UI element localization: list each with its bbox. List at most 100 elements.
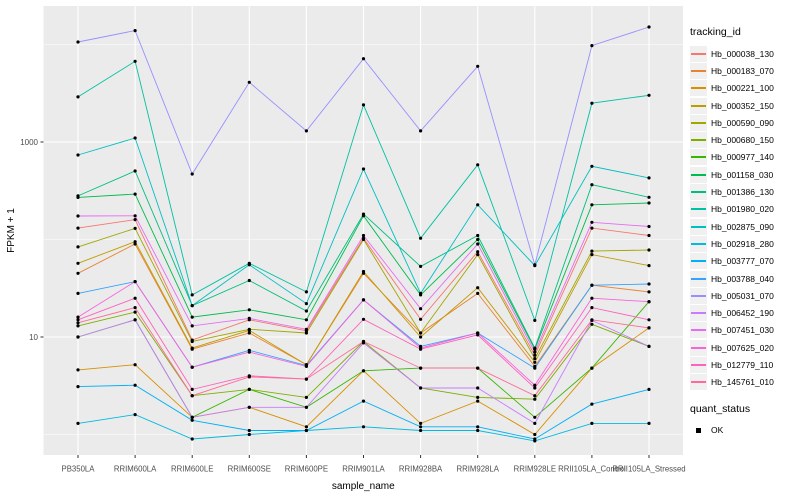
legend-label: Hb_001386_130 bbox=[711, 187, 774, 198]
data-point bbox=[476, 233, 480, 238]
legend-label: Hb_000680_150 bbox=[711, 135, 774, 146]
legend-label: Hb_003777_070 bbox=[711, 256, 774, 267]
data-point bbox=[76, 321, 80, 325]
legend-label: Hb_000038_130 bbox=[711, 48, 774, 59]
legend-label-ok: OK bbox=[711, 424, 724, 435]
data-point bbox=[419, 317, 423, 321]
x-tick-label: RRIM600SE bbox=[228, 465, 271, 474]
data-point bbox=[76, 324, 80, 328]
data-point bbox=[247, 308, 251, 312]
legend-label: Hb_000221_100 bbox=[711, 83, 774, 94]
data-point bbox=[247, 350, 251, 354]
data-point bbox=[476, 253, 480, 257]
data-point bbox=[247, 263, 251, 267]
data-point bbox=[533, 397, 537, 401]
data-point bbox=[190, 172, 194, 176]
data-point bbox=[304, 331, 308, 335]
data-point bbox=[476, 237, 480, 242]
legend-item-Hb_005031_070: Hb_005031_070 bbox=[690, 287, 798, 304]
data-point bbox=[419, 335, 423, 339]
data-point bbox=[133, 242, 137, 246]
line-swatch-icon bbox=[690, 339, 707, 356]
chart-svg: 1000 10 PB350LA RRIM600LA RRIM600LE RRIM600SE… bbox=[6, 6, 686, 492]
y-tick-label: 10 bbox=[29, 333, 38, 342]
data-point bbox=[533, 383, 537, 387]
data-point bbox=[247, 432, 251, 437]
data-point bbox=[590, 306, 594, 310]
data-point bbox=[476, 291, 480, 295]
data-point bbox=[247, 327, 251, 331]
data-point bbox=[533, 360, 537, 364]
data-point bbox=[419, 425, 423, 429]
legend-label: Hb_000183_070 bbox=[711, 65, 774, 76]
legend-item-Hb_000680_150: Hb_000680_150 bbox=[690, 131, 798, 149]
line-swatch-icon bbox=[690, 201, 707, 218]
legend-label: Hb_005031_070 bbox=[711, 290, 774, 301]
data-point bbox=[190, 415, 194, 419]
data-point bbox=[647, 344, 651, 348]
data-point bbox=[76, 95, 80, 99]
data-point bbox=[247, 316, 251, 320]
line-swatch-icon bbox=[690, 114, 707, 131]
data-point bbox=[190, 324, 194, 328]
data-point bbox=[533, 386, 537, 390]
data-point bbox=[419, 366, 423, 370]
data-point bbox=[590, 318, 594, 322]
line-swatch-icon bbox=[690, 253, 707, 270]
data-point bbox=[304, 318, 308, 322]
data-point bbox=[133, 296, 137, 300]
data-point bbox=[590, 220, 594, 224]
data-point bbox=[590, 253, 594, 257]
data-point bbox=[533, 366, 537, 370]
data-point bbox=[590, 44, 594, 48]
legend-label: Hb_145761_010 bbox=[711, 377, 774, 388]
data-point bbox=[647, 290, 651, 294]
data-point bbox=[247, 387, 251, 391]
data-point bbox=[476, 250, 480, 254]
legend-item-Hb_000038_130: Hb_000038_130 bbox=[690, 45, 798, 62]
data-point bbox=[533, 432, 537, 437]
legend-item-Hb_001386_130: Hb_001386_130 bbox=[690, 183, 798, 201]
data-point bbox=[533, 263, 537, 267]
legend-item-Hb_000977_140: Hb_000977_140 bbox=[690, 149, 798, 166]
line-swatch-icon bbox=[690, 270, 707, 287]
x-axis-title: sample_name bbox=[332, 481, 395, 492]
line-swatch-icon bbox=[690, 218, 707, 235]
legend-item-Hb_145761_010: Hb_145761_010 bbox=[690, 374, 798, 391]
data-point bbox=[647, 318, 651, 322]
data-point bbox=[133, 192, 137, 196]
legend-label: Hb_006452_190 bbox=[711, 308, 774, 319]
data-point bbox=[590, 366, 594, 370]
data-point bbox=[361, 369, 366, 373]
data-point bbox=[76, 40, 80, 44]
legend: tracking_id Hb_000038_130 Hb_000183_070 Hb… bbox=[690, 26, 798, 438]
data-point bbox=[133, 169, 137, 173]
data-point bbox=[76, 315, 80, 319]
x-tick-label: RRIM928LE bbox=[514, 465, 556, 474]
data-point bbox=[533, 353, 537, 357]
legend-item-ok: OK bbox=[690, 421, 798, 438]
data-point bbox=[190, 304, 194, 308]
legend-item-Hb_007625_020: Hb_007625_020 bbox=[690, 339, 798, 356]
data-point bbox=[133, 280, 137, 284]
data-point bbox=[647, 326, 651, 330]
x-tick-label: RRIM600LA bbox=[114, 465, 157, 474]
data-point bbox=[476, 395, 480, 399]
data-point bbox=[647, 421, 651, 425]
data-point bbox=[590, 249, 594, 253]
data-point bbox=[133, 136, 137, 140]
data-point bbox=[590, 296, 594, 300]
data-point bbox=[304, 428, 308, 433]
data-point bbox=[190, 339, 194, 344]
data-point bbox=[533, 437, 537, 441]
data-point bbox=[76, 318, 80, 322]
data-point bbox=[133, 240, 137, 244]
data-point bbox=[419, 386, 423, 390]
line-swatch-icon bbox=[690, 45, 707, 62]
data-point bbox=[190, 346, 194, 350]
data-point bbox=[133, 413, 137, 417]
line-swatch-icon bbox=[690, 132, 707, 149]
legend-item-Hb_002918_280: Hb_002918_280 bbox=[690, 235, 798, 252]
data-point bbox=[419, 129, 423, 133]
